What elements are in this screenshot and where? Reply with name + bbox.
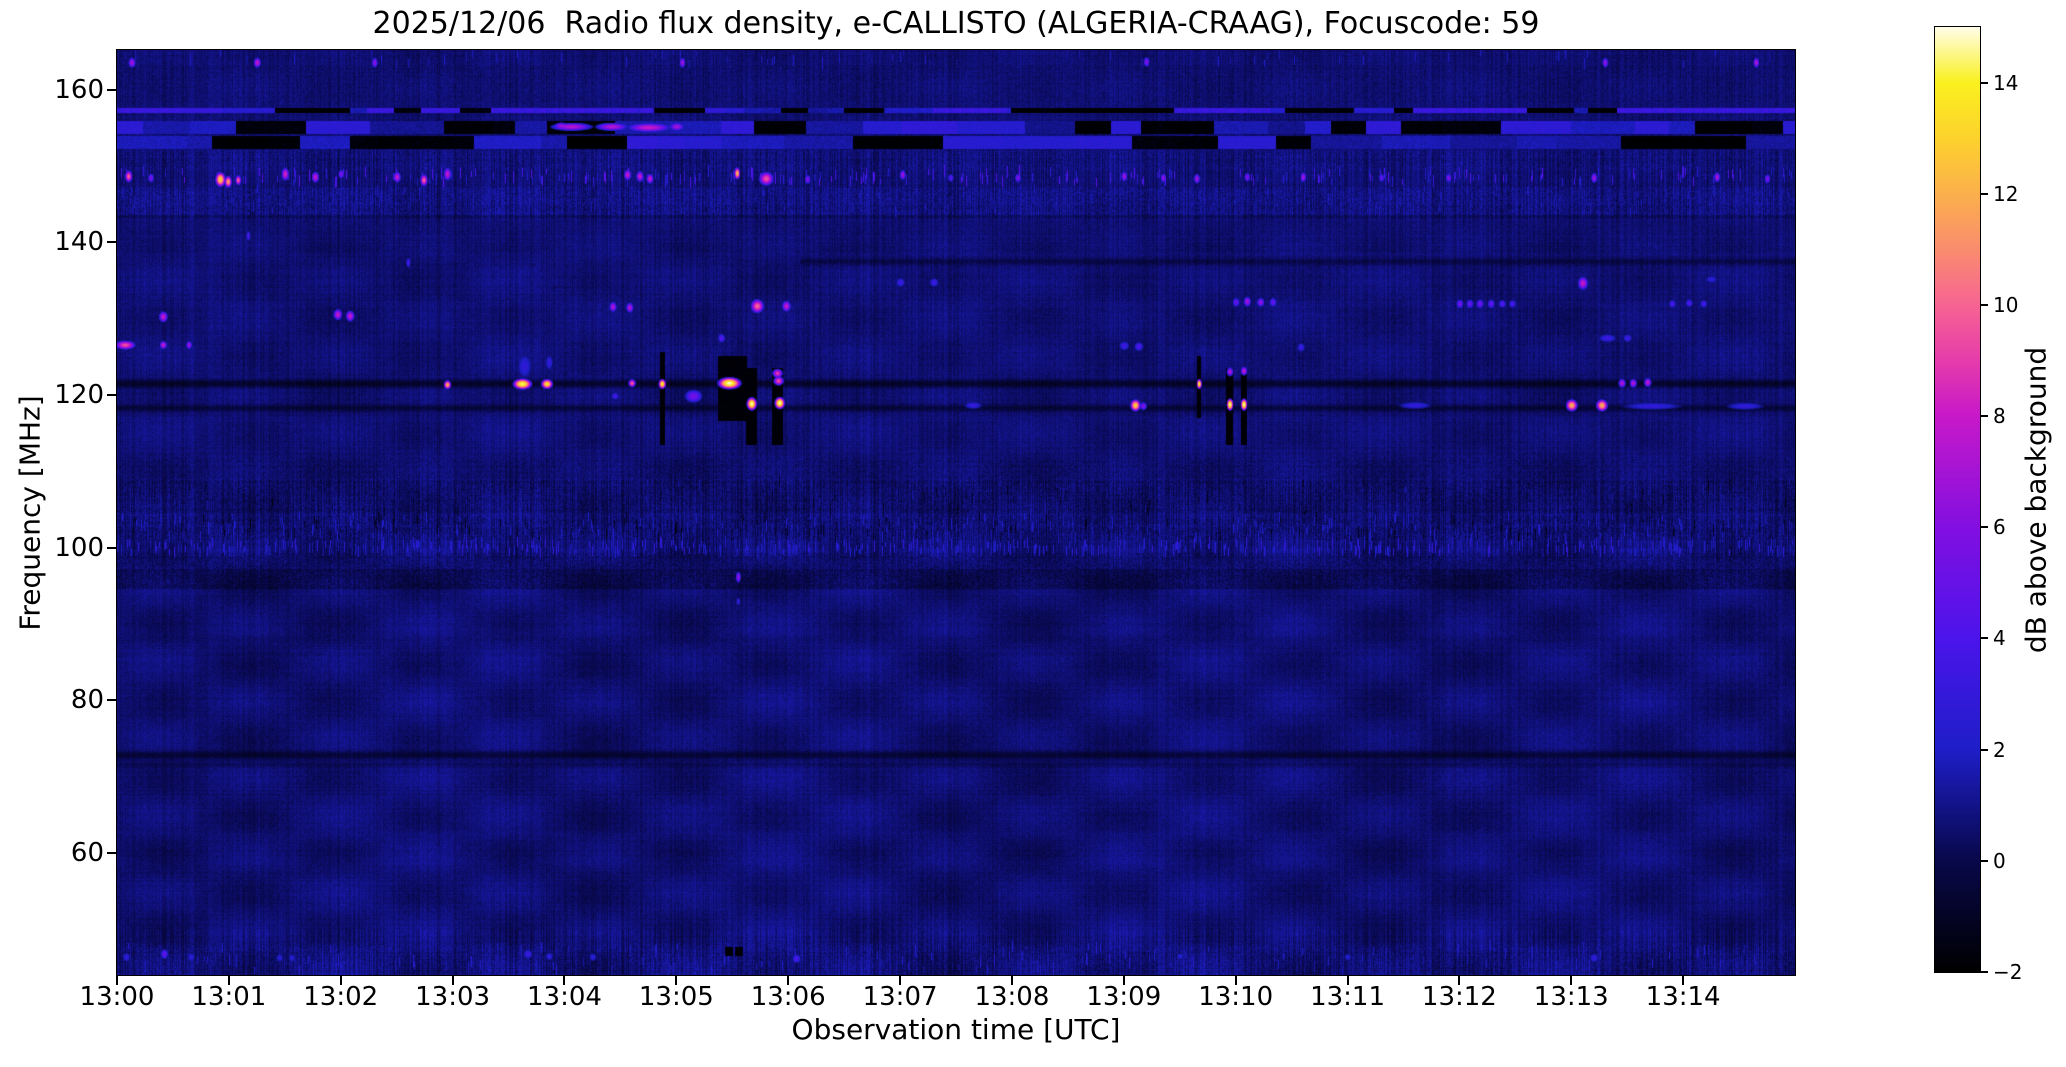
colorbar-tick-mark bbox=[1981, 526, 1988, 529]
spectrogram-heatmap bbox=[117, 50, 1795, 975]
colorbar-tick-mark bbox=[1981, 859, 1988, 862]
colorbar-tick-label: 14 bbox=[1993, 70, 2019, 95]
spectrogram-frame bbox=[116, 49, 1796, 976]
x-tick-label: 13:06 bbox=[750, 982, 826, 1012]
y-tick-mark bbox=[107, 88, 116, 91]
x-tick-label: 13:10 bbox=[1198, 982, 1274, 1012]
colorbar-tick-mark bbox=[1981, 192, 1988, 195]
colorbar-tick-label: 12 bbox=[1993, 181, 2019, 206]
x-tick-label: 13:11 bbox=[1310, 982, 1385, 1012]
x-tick-mark bbox=[899, 976, 902, 985]
x-tick-label: 13:04 bbox=[526, 982, 602, 1012]
colorbar-gradient bbox=[1935, 27, 1980, 972]
x-tick-mark bbox=[787, 976, 790, 985]
x-tick-mark bbox=[1234, 976, 1237, 985]
x-tick-label: 13:08 bbox=[974, 982, 1050, 1012]
x-tick-mark bbox=[675, 976, 678, 985]
x-tick-mark bbox=[563, 976, 566, 985]
colorbar-label: dB above background bbox=[2019, 346, 2053, 654]
y-tick-label: 60 bbox=[70, 837, 104, 868]
x-tick-mark bbox=[1682, 976, 1685, 985]
x-tick-label: 13:07 bbox=[862, 982, 938, 1012]
x-tick-label: 13:00 bbox=[79, 982, 155, 1012]
page-title: 2025/12/06 Radio flux density, e-CALLIST… bbox=[372, 6, 1540, 41]
x-tick-label: 13:14 bbox=[1645, 982, 1721, 1012]
colorbar-tick-label: 0 bbox=[1993, 848, 2006, 873]
x-tick-mark bbox=[1570, 976, 1573, 985]
x-tick-label: 13:12 bbox=[1421, 982, 1497, 1012]
colorbar-tick-label: 10 bbox=[1993, 292, 2019, 317]
y-tick-mark bbox=[107, 393, 116, 396]
x-tick-mark bbox=[1010, 976, 1013, 985]
x-tick-label: 13:13 bbox=[1533, 982, 1609, 1012]
x-tick-label: 13:05 bbox=[638, 982, 714, 1012]
y-axis-label: Frequency [MHz] bbox=[13, 395, 47, 631]
colorbar-tick-label: 2 bbox=[1993, 737, 2006, 762]
colorbar-tick-label: 4 bbox=[1993, 626, 2006, 651]
x-tick-mark bbox=[339, 976, 342, 985]
x-tick-label: 13:09 bbox=[1086, 982, 1162, 1012]
y-tick-mark bbox=[107, 241, 116, 244]
x-tick-label: 13:03 bbox=[415, 982, 491, 1012]
colorbar-tick-mark bbox=[1981, 637, 1988, 640]
x-tick-mark bbox=[1346, 976, 1349, 985]
colorbar-tick-mark bbox=[1981, 303, 1988, 306]
x-tick-label: 13:01 bbox=[191, 982, 267, 1012]
y-tick-label: 120 bbox=[54, 379, 104, 410]
colorbar-tick-mark bbox=[1981, 415, 1988, 418]
colorbar-tick-label: −2 bbox=[1993, 960, 2023, 984]
y-tick-mark bbox=[107, 699, 116, 702]
x-tick-mark bbox=[116, 976, 118, 985]
x-tick-mark bbox=[1458, 976, 1461, 985]
y-tick-label: 160 bbox=[54, 74, 104, 105]
x-axis-label: Observation time [UTC] bbox=[791, 1013, 1121, 1046]
y-tick-label: 80 bbox=[70, 685, 104, 716]
y-tick-label: 100 bbox=[54, 532, 104, 563]
colorbar bbox=[1934, 26, 1981, 973]
y-tick-mark bbox=[107, 546, 116, 549]
x-tick-mark bbox=[227, 976, 230, 985]
y-tick-mark bbox=[107, 851, 116, 854]
colorbar-tick-mark bbox=[1981, 748, 1988, 751]
colorbar-tick-label: 8 bbox=[1993, 404, 2006, 429]
colorbar-tick-mark bbox=[1981, 81, 1988, 84]
x-tick-mark bbox=[451, 976, 454, 985]
colorbar-tick-label: 6 bbox=[1993, 515, 2006, 540]
y-tick-label: 140 bbox=[54, 227, 104, 258]
x-tick-mark bbox=[1122, 976, 1125, 985]
colorbar-tick-mark bbox=[1981, 971, 1988, 973]
x-tick-label: 13:02 bbox=[303, 982, 379, 1012]
